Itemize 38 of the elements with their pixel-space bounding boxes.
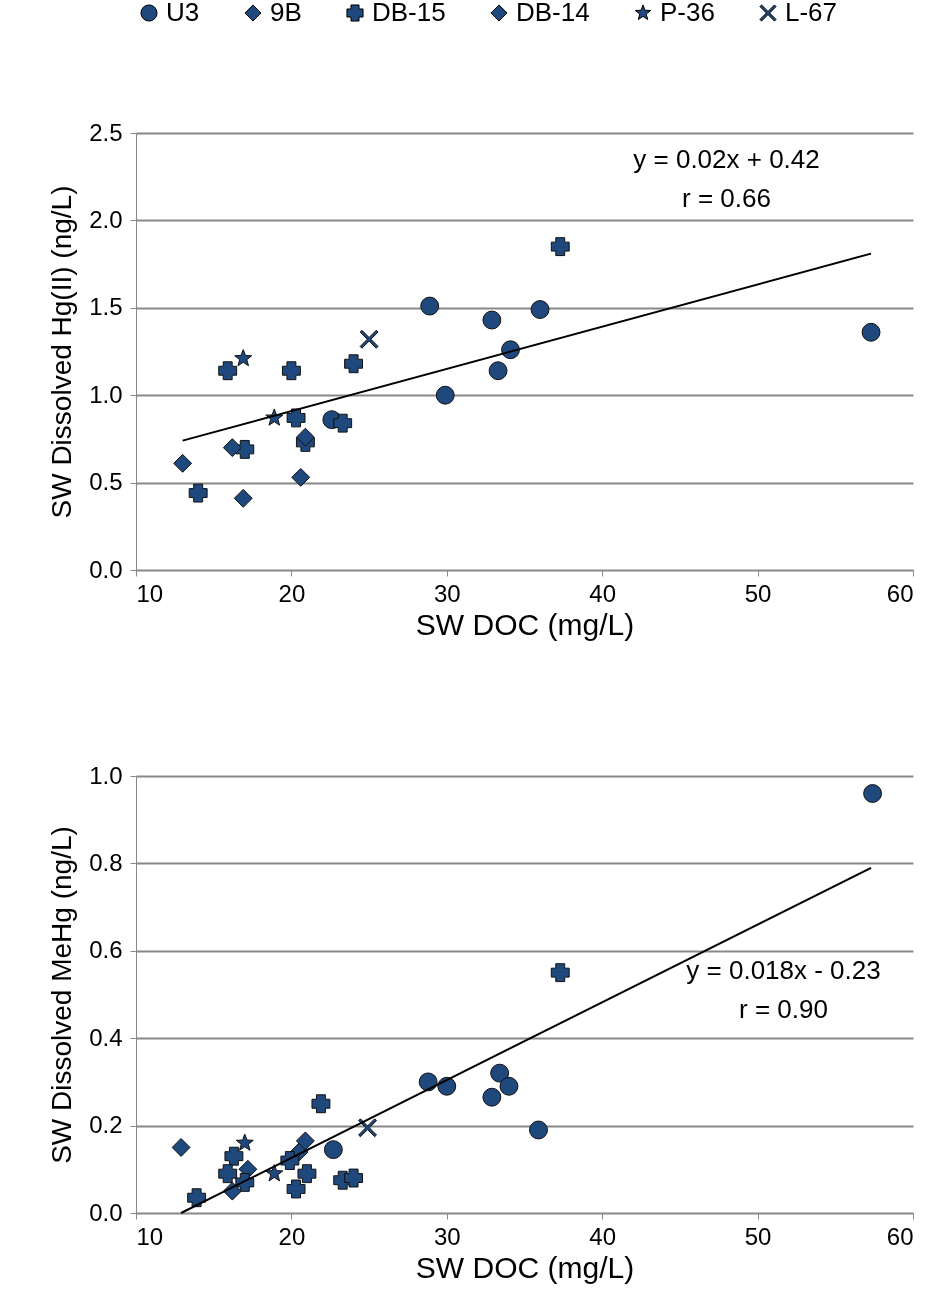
legend-label: U3: [166, 0, 200, 27]
y-tick-label: 0.2: [89, 1111, 123, 1139]
x-axis-title: SW DOC (mg/L): [415, 607, 635, 641]
legend-label: L-67: [785, 0, 838, 27]
x-tick-label: 50: [744, 1222, 772, 1250]
y-tick-label: 0.5: [89, 468, 123, 496]
x-tick-label: 20: [278, 579, 306, 607]
x-axis-title: SW DOC (mg/L): [415, 1250, 635, 1284]
y-tick-label: 0.0: [89, 555, 123, 583]
legend-label: DB-14: [516, 0, 590, 27]
y-tick-label: 1.0: [89, 380, 123, 408]
y-axis-title: SW Dissolved MeHg (ng/L): [46, 826, 78, 1164]
x-tick-label: 50: [744, 579, 772, 607]
legend-label: DB-15: [372, 0, 446, 27]
annotation: y = 0.018x - 0.23: [686, 955, 881, 985]
x-tick-label: 20: [278, 1222, 306, 1250]
annotation: r = 0.66: [682, 183, 771, 213]
legend-label: P-36: [660, 0, 715, 27]
y-tick-label: 0.8: [89, 848, 123, 876]
y-tick-label: 2.0: [89, 205, 123, 233]
y-tick-label: 1.5: [89, 293, 123, 321]
annotation: r = 0.90: [739, 994, 828, 1024]
x-tick-label: 10: [136, 1222, 164, 1250]
y-tick-label: 0.0: [89, 1198, 123, 1226]
y-tick-label: 0.6: [89, 936, 123, 964]
x-tick-label: 10: [136, 579, 164, 607]
x-tick-label: 60: [886, 579, 914, 607]
y-tick-label: 1.0: [89, 761, 123, 789]
x-tick-label: 40: [589, 579, 617, 607]
x-tick-label: 40: [589, 1222, 617, 1250]
y-axis-title: SW Dissolved Hg(II) (ng/L): [46, 185, 78, 519]
x-tick-label: 30: [433, 579, 461, 607]
legend-label: 9B: [270, 0, 302, 27]
x-tick-label: 60: [886, 1222, 914, 1250]
x-tick-label: 30: [433, 1222, 461, 1250]
annotation: y = 0.02x + 0.42: [633, 144, 820, 174]
y-tick-label: 2.5: [89, 118, 123, 146]
y-tick-label: 0.4: [89, 1023, 123, 1051]
